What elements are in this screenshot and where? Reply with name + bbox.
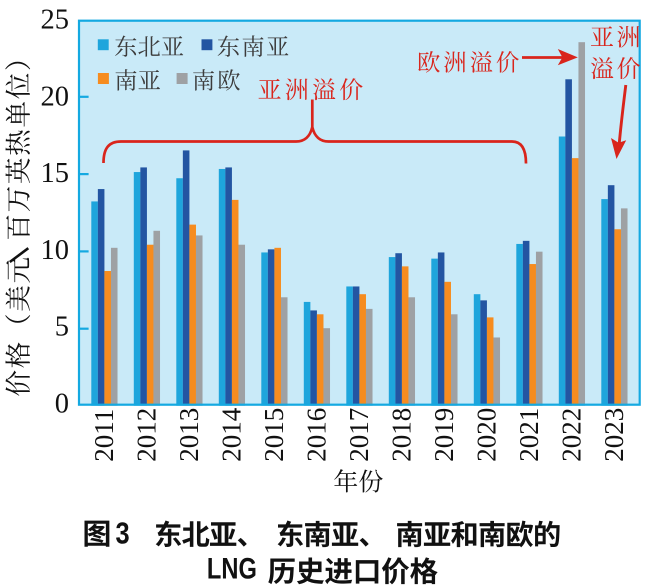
- svg-text:2018: 2018: [387, 408, 417, 462]
- svg-text:2012: 2012: [132, 408, 162, 462]
- svg-text:5: 5: [55, 312, 69, 343]
- svg-text:20: 20: [41, 81, 70, 112]
- svg-text:LNG: LNG: [207, 552, 257, 585]
- svg-text:2019: 2019: [429, 408, 459, 462]
- svg-text:25: 25: [41, 5, 70, 36]
- svg-text:2023: 2023: [599, 408, 629, 462]
- svg-text:2011: 2011: [89, 409, 119, 462]
- svg-text:2022: 2022: [557, 408, 587, 462]
- svg-text:15: 15: [41, 158, 70, 189]
- svg-text:2020: 2020: [472, 408, 502, 462]
- svg-text:10: 10: [41, 235, 70, 266]
- svg-text:2016: 2016: [302, 408, 332, 462]
- svg-text:2021: 2021: [514, 408, 544, 462]
- svg-text:0: 0: [55, 388, 69, 419]
- svg-text:2014: 2014: [217, 407, 247, 462]
- svg-text:3: 3: [116, 516, 130, 551]
- svg-text:2013: 2013: [174, 408, 204, 462]
- svg-text:2017: 2017: [344, 408, 374, 462]
- svg-text:2015: 2015: [259, 408, 289, 462]
